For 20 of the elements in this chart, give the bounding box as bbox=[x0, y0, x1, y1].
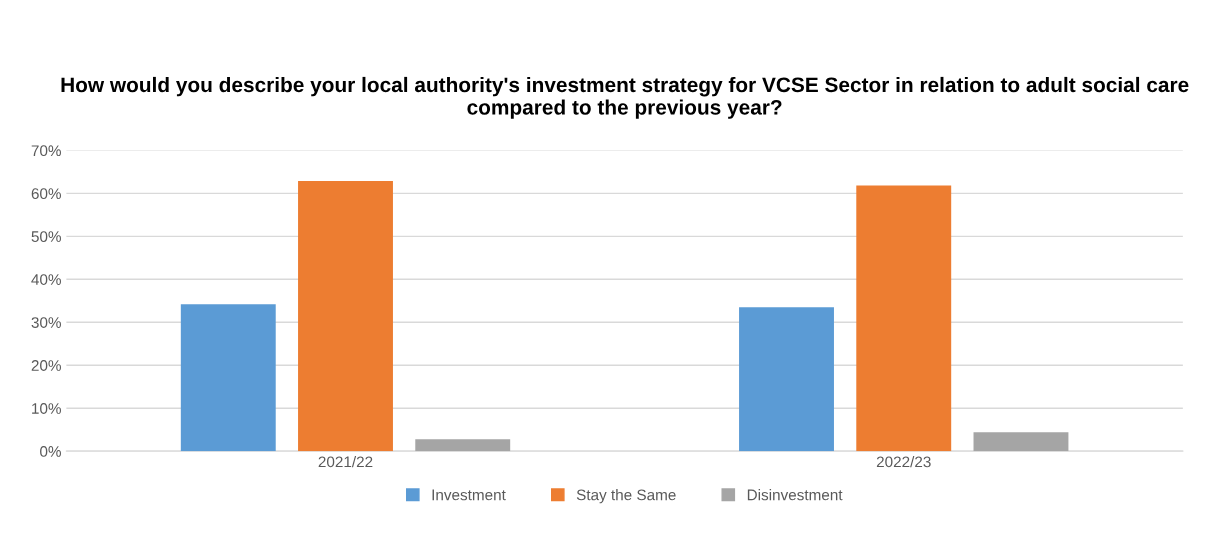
x-tick-label: 2021/22 bbox=[318, 456, 373, 468]
y-tick-label: 70% bbox=[31, 145, 61, 157]
bar bbox=[973, 432, 1069, 452]
y-tick-label: 10% bbox=[32, 403, 61, 414]
y-tick-label: 30% bbox=[31, 317, 61, 328]
legend-label: Investment bbox=[432, 489, 506, 501]
y-tick-label: 0% bbox=[40, 446, 61, 457]
bar bbox=[856, 185, 952, 452]
legend-label: Stay the Same bbox=[576, 489, 676, 504]
bar bbox=[298, 180, 393, 452]
bar bbox=[739, 307, 834, 452]
y-tick-label: 20% bbox=[31, 360, 61, 371]
y-tick-label: 50% bbox=[31, 231, 61, 243]
y-tick-label: 60% bbox=[31, 188, 61, 200]
chart-title: How would you describe your local authority's investment strategy for VCSE Sector in relation to adult social care compared to the previous year? bbox=[61, 76, 1189, 119]
y-tick-label: 40% bbox=[31, 274, 61, 285]
bar bbox=[180, 304, 276, 452]
bar bbox=[415, 439, 511, 452]
x-tick-label: 2022/23 bbox=[876, 456, 931, 468]
legend-label: Disinvestment bbox=[747, 489, 843, 501]
